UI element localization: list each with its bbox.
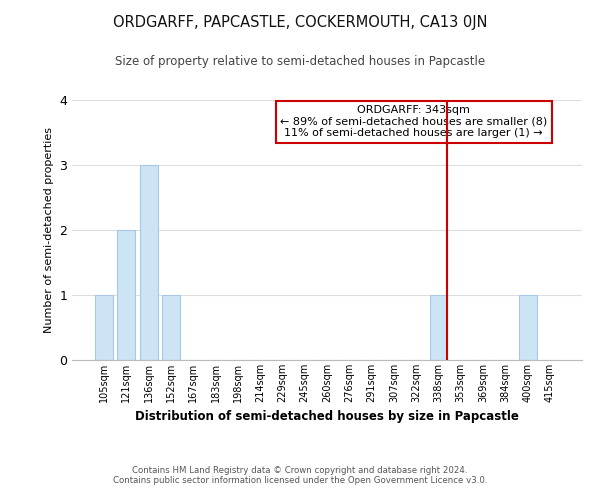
Bar xyxy=(162,295,180,360)
Text: Size of property relative to semi-detached houses in Papcastle: Size of property relative to semi-detach… xyxy=(115,55,485,68)
Bar xyxy=(140,165,158,360)
Bar xyxy=(118,230,136,360)
Text: ORDGARFF: 343sqm
← 89% of semi-detached houses are smaller (8)
11% of semi-detac: ORDGARFF: 343sqm ← 89% of semi-detached … xyxy=(280,105,547,138)
X-axis label: Distribution of semi-detached houses by size in Papcastle: Distribution of semi-detached houses by … xyxy=(135,410,519,424)
Bar xyxy=(430,295,448,360)
Y-axis label: Number of semi-detached properties: Number of semi-detached properties xyxy=(44,127,53,333)
Bar xyxy=(95,295,113,360)
Bar xyxy=(518,295,536,360)
Text: Contains HM Land Registry data © Crown copyright and database right 2024.
Contai: Contains HM Land Registry data © Crown c… xyxy=(113,466,487,485)
Text: ORDGARFF, PAPCASTLE, COCKERMOUTH, CA13 0JN: ORDGARFF, PAPCASTLE, COCKERMOUTH, CA13 0… xyxy=(113,15,487,30)
